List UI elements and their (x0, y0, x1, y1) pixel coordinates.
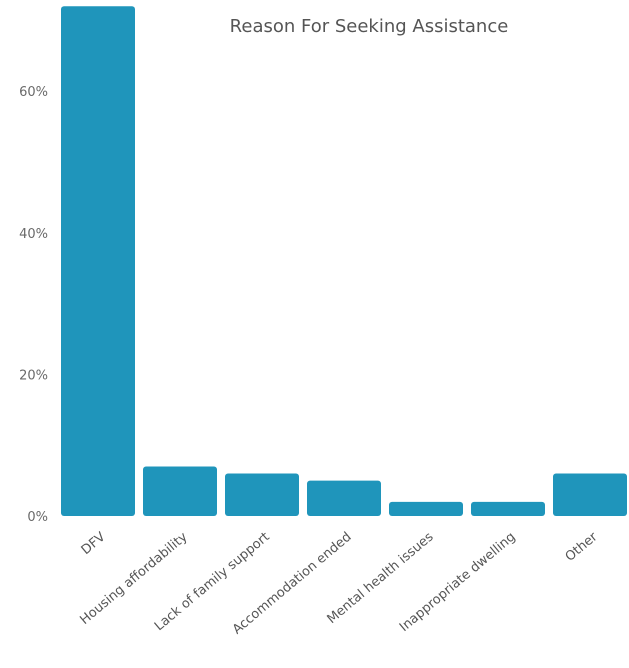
x-category-label: Other (563, 529, 601, 565)
bar (61, 6, 135, 517)
bar (225, 473, 299, 516)
bar (553, 473, 627, 516)
y-tick-label: 40% (19, 227, 48, 242)
bar (389, 501, 463, 516)
y-axis-ticks: 0% 20% 40% 60% (19, 85, 48, 525)
bar (143, 466, 217, 516)
bars (61, 6, 627, 517)
bar (471, 501, 545, 516)
x-category-label: DFV (79, 530, 109, 559)
y-tick-label: 0% (27, 510, 48, 525)
bar (307, 480, 381, 516)
chart-title: Reason For Seeking Assistance (230, 16, 509, 37)
y-tick-label: 20% (19, 368, 48, 383)
y-tick-label: 60% (19, 85, 48, 100)
